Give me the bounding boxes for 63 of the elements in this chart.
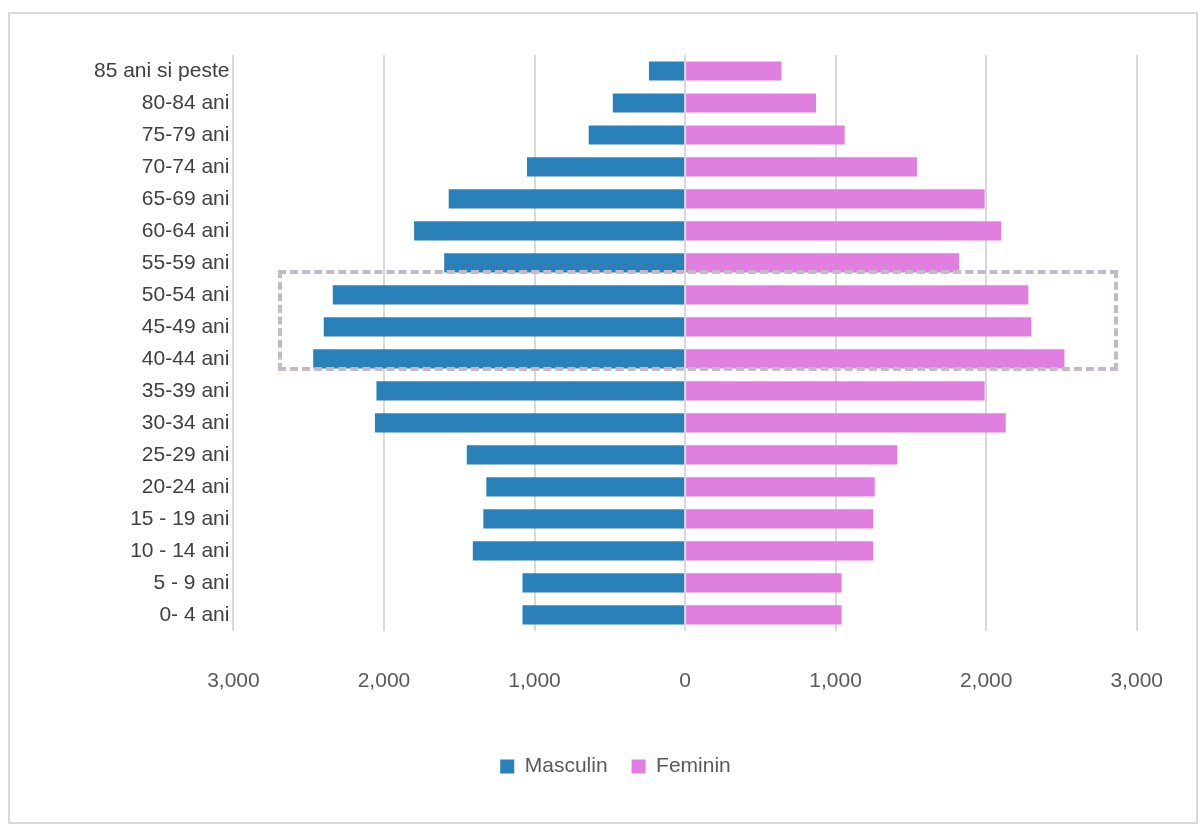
y-tick-label: 0- 4 ani <box>159 601 230 625</box>
bar <box>686 189 985 209</box>
bar <box>686 509 874 529</box>
bar <box>472 541 685 561</box>
y-tick-label: 20-24 ani <box>141 473 230 497</box>
x-tick-label: 1,000 <box>508 668 561 692</box>
bar <box>376 381 685 401</box>
bar <box>588 125 685 145</box>
bar <box>374 413 685 433</box>
y-tick-label: 50-54 ani <box>141 281 230 305</box>
x-tick-label: 3,000 <box>1110 668 1164 692</box>
x-tick-label: 0 <box>679 668 691 692</box>
x-tick-label: 2,000 <box>357 668 411 692</box>
y-tick-label: 15 - 19 ani <box>130 505 230 529</box>
bar <box>686 253 960 273</box>
bar <box>522 573 685 593</box>
bar <box>686 541 874 561</box>
y-tick-label: 35-39 ani <box>141 377 230 401</box>
y-tick-label: 70-74 ani <box>141 153 230 177</box>
bar <box>686 413 1006 433</box>
bar <box>686 477 875 497</box>
y-tick-label: 5 - 9 ani <box>153 569 230 593</box>
bar <box>313 349 685 369</box>
y-tick-label: 10 - 14 ani <box>130 537 230 561</box>
y-tick-label: 45-49 ani <box>141 313 230 337</box>
y-tick-label: 25-29 ani <box>141 441 230 465</box>
y-tick-label: 80-84 ani <box>141 89 230 113</box>
bar <box>444 253 685 273</box>
bar <box>466 445 685 465</box>
legend-label: Masculin <box>524 753 608 777</box>
bar <box>686 573 842 593</box>
bar <box>686 93 817 113</box>
bar <box>323 317 685 337</box>
bar <box>686 445 898 465</box>
bar <box>332 285 685 305</box>
y-tick-label: 65-69 ani <box>141 185 230 209</box>
bar <box>686 349 1065 369</box>
bar <box>686 125 845 145</box>
bar <box>483 509 685 529</box>
bar <box>522 605 685 625</box>
y-tick-label: 75-79 ani <box>141 121 230 145</box>
bar <box>612 93 685 113</box>
bar <box>686 605 842 625</box>
y-tick-label: 85 ani si peste <box>93 57 230 81</box>
x-tick-label: 2,000 <box>959 668 1013 692</box>
bar <box>686 61 782 81</box>
bar <box>686 157 917 177</box>
y-tick-label: 60-64 ani <box>141 217 230 241</box>
x-tick-label: 3,000 <box>207 668 260 692</box>
bar <box>686 317 1032 337</box>
bar <box>527 157 685 177</box>
bar <box>686 381 985 401</box>
legend-label: Feminin <box>656 753 731 777</box>
y-tick-label: 30-34 ani <box>141 409 230 433</box>
bar <box>414 221 685 241</box>
bar <box>448 189 685 209</box>
y-tick-label: 55-59 ani <box>141 249 230 273</box>
y-tick-label: 40-44 ani <box>141 345 230 369</box>
bar <box>648 61 685 81</box>
bar <box>686 285 1029 305</box>
bar <box>686 221 1002 241</box>
bar <box>486 477 685 497</box>
x-tick-label: 1,000 <box>809 668 862 692</box>
